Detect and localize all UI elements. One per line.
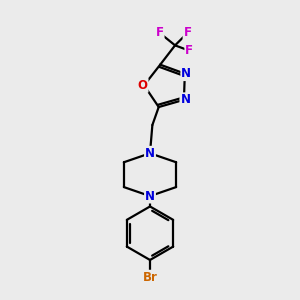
Text: N: N: [181, 67, 191, 80]
Text: F: F: [184, 26, 191, 39]
Text: F: F: [156, 26, 164, 39]
Text: Br: Br: [142, 271, 158, 284]
Text: F: F: [185, 44, 193, 57]
Text: N: N: [180, 93, 190, 106]
Text: N: N: [145, 147, 155, 160]
Text: N: N: [145, 190, 155, 202]
Text: O: O: [138, 79, 148, 92]
